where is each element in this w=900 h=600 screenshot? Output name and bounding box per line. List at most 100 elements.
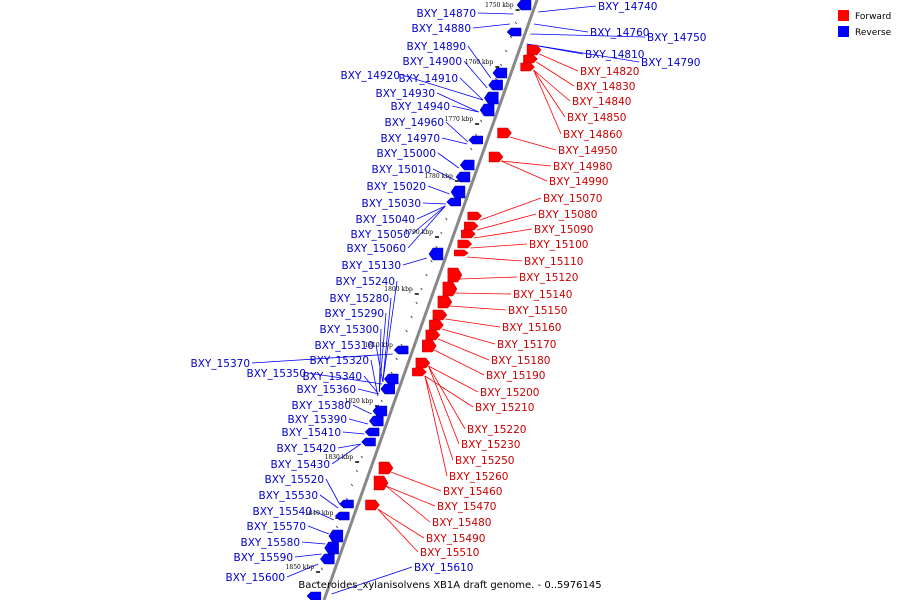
reverse-gene-arrow[interactable] <box>368 415 384 427</box>
reverse-gene-label[interactable]: BXY_14910 <box>399 73 458 85</box>
reverse-gene-label[interactable]: BXY_15610 <box>414 562 473 574</box>
reverse-gene-label[interactable]: BXY_15350 <box>247 368 306 380</box>
reverse-gene-label[interactable]: BXY_15030 <box>362 198 421 210</box>
forward-gene-arrow[interactable] <box>520 62 535 72</box>
forward-gene-label[interactable]: BXY_15140 <box>513 289 572 301</box>
forward-gene-arrow[interactable] <box>461 229 476 239</box>
reverse-gene-arrow[interactable] <box>393 345 409 355</box>
forward-gene-label[interactable]: BXY_15090 <box>534 224 593 236</box>
reverse-gene-label[interactable]: BXY_14790 <box>641 57 700 69</box>
forward-gene-label[interactable]: BXY_15070 <box>543 193 602 205</box>
forward-gene-arrow[interactable] <box>437 295 453 309</box>
forward-gene-arrow[interactable] <box>425 329 441 341</box>
reverse-gene-label[interactable]: BXY_15290 <box>325 308 384 320</box>
reverse-gene-label[interactable]: BXY_14870 <box>417 8 476 20</box>
forward-gene-arrow[interactable] <box>523 54 538 64</box>
reverse-gene-label[interactable]: BXY_15300 <box>320 324 379 336</box>
forward-gene-arrow[interactable] <box>447 267 463 283</box>
reverse-gene-arrow[interactable] <box>324 541 339 555</box>
reverse-gene-label[interactable]: BXY_15420 <box>277 443 336 455</box>
reverse-gene-label[interactable]: BXY_15590 <box>234 552 293 564</box>
reverse-gene-arrow[interactable] <box>361 437 376 447</box>
forward-gene-label[interactable]: BXY_15480 <box>432 517 491 529</box>
forward-gene-label[interactable]: BXY_15180 <box>491 355 550 367</box>
forward-gene-label[interactable]: BXY_15230 <box>461 439 520 451</box>
forward-gene-label[interactable]: BXY_14840 <box>572 96 631 108</box>
forward-gene-label[interactable]: BXY_15160 <box>502 322 561 334</box>
reverse-gene-arrow[interactable] <box>459 159 475 171</box>
reverse-gene-label[interactable]: BXY_15370 <box>191 358 250 370</box>
reverse-gene-label[interactable]: BXY_15410 <box>282 427 341 439</box>
reverse-gene-label[interactable]: BXY_15240 <box>336 276 395 288</box>
forward-gene-label[interactable]: BXY_15170 <box>497 339 556 351</box>
reverse-gene-label[interactable]: BXY_15430 <box>271 459 330 471</box>
forward-gene-arrow[interactable] <box>467 211 483 221</box>
forward-gene-label[interactable]: BXY_15460 <box>443 486 502 498</box>
reverse-gene-label[interactable]: BXY_15530 <box>259 490 318 502</box>
reverse-gene-label[interactable]: BXY_14930 <box>376 88 435 100</box>
forward-gene-arrow[interactable] <box>429 319 444 331</box>
reverse-gene-label[interactable]: BXY_15060 <box>347 243 406 255</box>
reverse-gene-label[interactable]: BXY_15360 <box>297 384 356 396</box>
forward-gene-label[interactable]: BXY_14820 <box>580 66 639 78</box>
forward-gene-label[interactable]: BXY_15100 <box>529 239 588 251</box>
reverse-gene-arrow[interactable] <box>450 185 466 199</box>
reverse-gene-label[interactable]: BXY_15310 <box>315 340 374 352</box>
reverse-gene-label[interactable]: BXY_15390 <box>288 414 347 426</box>
forward-gene-label[interactable]: BXY_15200 <box>480 387 539 399</box>
reverse-gene-label[interactable]: BXY_14940 <box>391 101 450 113</box>
reverse-gene-label[interactable]: BXY_14920 <box>341 70 400 82</box>
forward-gene-label[interactable]: BXY_15250 <box>455 455 514 467</box>
reverse-gene-arrow[interactable] <box>320 553 335 565</box>
reverse-gene-label[interactable]: BXY_14810 <box>585 49 644 61</box>
reverse-gene-arrow[interactable] <box>380 383 395 395</box>
reverse-gene-label[interactable]: BXY_15010 <box>372 164 431 176</box>
reverse-gene-label[interactable]: BXY_14900 <box>403 56 462 68</box>
reverse-gene-label[interactable]: BXY_14890 <box>407 41 466 53</box>
reverse-gene-label[interactable]: BXY_15130 <box>342 260 401 272</box>
forward-gene-label[interactable]: BXY_15510 <box>420 547 479 559</box>
reverse-gene-arrow[interactable] <box>372 405 388 417</box>
reverse-gene-label[interactable]: BXY_14970 <box>381 133 440 145</box>
reverse-gene-arrow[interactable] <box>468 135 483 145</box>
forward-gene-arrow[interactable] <box>373 475 389 491</box>
reverse-gene-label[interactable]: BXY_15340 <box>303 371 362 383</box>
forward-gene-label[interactable]: BXY_15260 <box>449 471 508 483</box>
reverse-gene-label[interactable]: BXY_14740 <box>598 1 657 13</box>
forward-gene-label[interactable]: BXY_14830 <box>576 81 635 93</box>
reverse-gene-arrow[interactable] <box>306 591 322 600</box>
reverse-gene-arrow[interactable] <box>328 529 344 543</box>
forward-gene-label[interactable]: BXY_15210 <box>475 402 534 414</box>
reverse-gene-label[interactable]: BXY_15380 <box>292 400 351 412</box>
reverse-gene-label[interactable]: BXY_15520 <box>265 474 324 486</box>
forward-gene-arrow[interactable] <box>463 221 479 231</box>
reverse-gene-label[interactable]: BXY_15020 <box>367 181 426 193</box>
reverse-gene-label[interactable]: BXY_15600 <box>226 572 285 584</box>
forward-gene-arrow[interactable] <box>365 499 380 511</box>
reverse-gene-arrow[interactable] <box>428 247 444 261</box>
forward-gene-label[interactable]: BXY_14980 <box>553 161 612 173</box>
forward-gene-arrow[interactable] <box>412 367 427 377</box>
forward-gene-label[interactable]: BXY_15470 <box>437 501 496 513</box>
reverse-gene-arrow[interactable] <box>455 171 471 183</box>
reverse-gene-label[interactable]: BXY_14960 <box>385 117 444 129</box>
reverse-gene-label[interactable]: BXY_15570 <box>247 521 306 533</box>
forward-gene-arrow[interactable] <box>454 249 469 257</box>
forward-gene-arrow[interactable] <box>378 461 394 475</box>
forward-gene-arrow[interactable] <box>526 44 542 56</box>
forward-gene-arrow[interactable] <box>497 127 512 139</box>
forward-gene-arrow[interactable] <box>415 357 431 369</box>
forward-gene-label[interactable]: BXY_14850 <box>567 112 626 124</box>
forward-gene-label[interactable]: BXY_15110 <box>524 256 583 268</box>
forward-gene-arrow[interactable] <box>488 151 504 163</box>
forward-gene-label[interactable]: BXY_15080 <box>538 209 597 221</box>
forward-gene-label[interactable]: BXY_15220 <box>467 424 526 436</box>
reverse-gene-label[interactable]: BXY_15580 <box>241 537 300 549</box>
forward-gene-arrow[interactable] <box>422 339 437 353</box>
reverse-gene-arrow[interactable] <box>446 197 461 207</box>
reverse-gene-arrow[interactable] <box>492 67 508 79</box>
reverse-gene-arrow[interactable] <box>516 0 532 11</box>
reverse-gene-arrow[interactable] <box>506 27 522 37</box>
reverse-gene-arrow[interactable] <box>334 511 350 521</box>
forward-gene-label[interactable]: BXY_14990 <box>549 176 608 188</box>
